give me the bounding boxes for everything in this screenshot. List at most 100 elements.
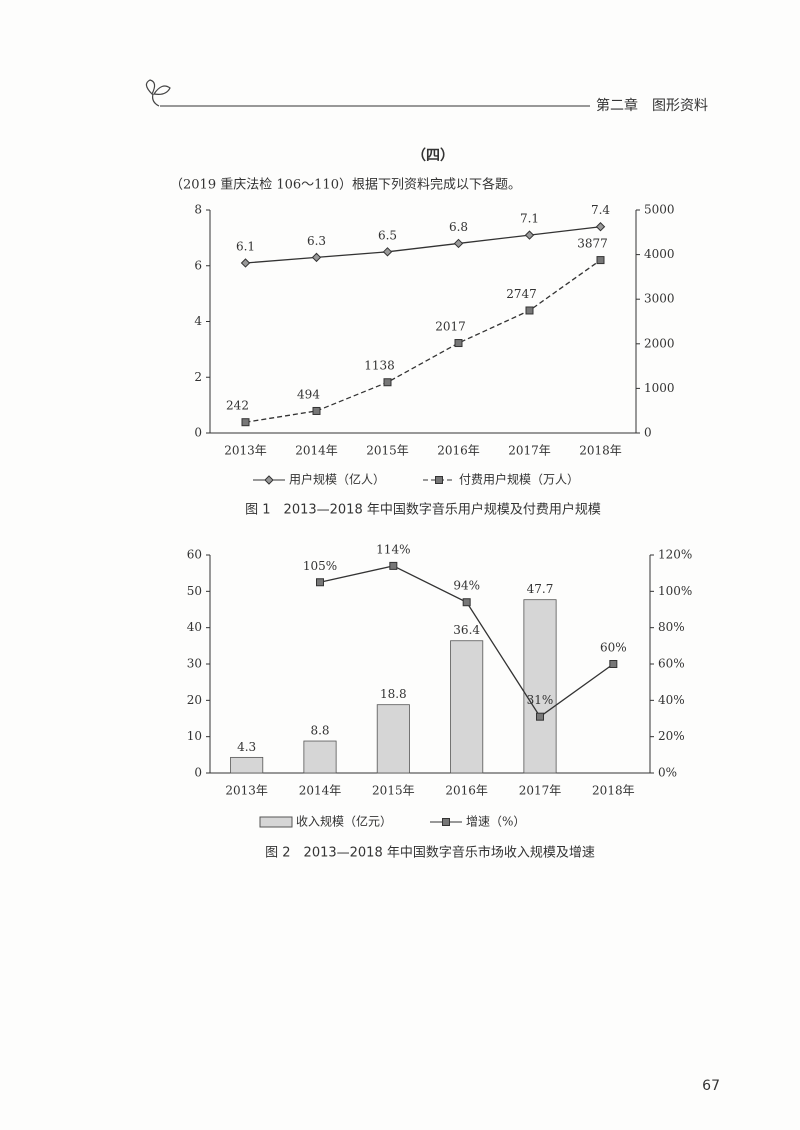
legend-marker [264,475,274,485]
series-line [245,259,601,423]
x-tick-label: 2015年 [366,444,409,458]
y-tick-label: 0 [194,766,202,780]
marker [382,247,393,257]
legend-label: 用户规模（亿人） [289,472,385,487]
marker [536,712,544,721]
marker [454,339,463,348]
x-tick-label: 2016年 [437,444,480,458]
y-tick-label: 30 [187,657,202,671]
y2-tick-label: 0% [658,766,677,780]
marker [524,230,535,240]
data-label: 6.8 [449,220,468,234]
chart-title: 图 2 2013—2018 年中国数字音乐市场收入规模及增速 [265,845,595,861]
data-label: 2017 [435,320,466,334]
data-label: 31% [527,693,554,707]
marker [525,306,534,315]
x-tick-label: 2018年 [579,444,622,458]
x-tick-label: 2014年 [299,784,342,798]
data-label: 3877 [577,237,608,251]
marker [453,238,464,249]
legend-label: 付费用户规模（万人） [459,472,579,487]
marker [609,660,618,668]
y2-tick-label: 80% [658,620,685,634]
y2-tick-label: 3000 [644,292,675,306]
leaf-icon [145,79,171,107]
y-tick-label: 8 [194,203,202,217]
bar [230,756,264,774]
y-tick-label: 10 [187,729,202,743]
y2-tick-label: 20% [658,729,685,743]
y2-tick-label: 2000 [644,336,675,350]
data-label: 242 [226,399,249,413]
data-label: 494 [297,387,320,401]
y2-tick-label: 5000 [644,203,675,217]
y2-tick-label: 60% [658,657,685,671]
y-tick-label: 6 [194,258,202,272]
x-tick-label: 2013年 [225,784,268,798]
chart-title: 图 1 2013—2018 年中国数字音乐用户规模及付费用户规模 [245,502,601,518]
bar [450,640,484,774]
data-label: 6.1 [236,239,255,253]
data-label: 6.3 [307,234,326,248]
data-label: 47.7 [527,582,554,596]
data-label: 7.4 [591,203,610,217]
legend-label: 增速（%） [466,815,525,829]
y-tick-label: 50 [187,584,202,598]
y2-tick-label: 40% [658,693,685,707]
legend-label: 收入规模（亿元） [296,814,392,829]
x-tick-label: 2016年 [445,784,488,798]
legend-marker [435,476,443,484]
data-label: 114% [376,542,410,556]
y2-tick-label: 0 [644,426,652,440]
y-tick-label: 0 [194,426,202,440]
data-label: 2747 [506,287,537,301]
bar [376,704,410,774]
page-number: 67 [702,1078,720,1094]
data-label: 4.3 [237,740,256,754]
marker [383,378,392,387]
marker [389,561,398,570]
marker [311,252,322,263]
y-tick-label: 2 [194,370,202,384]
x-tick-label: 2017年 [508,444,551,458]
bar [523,599,557,774]
x-tick-label: 2013年 [224,444,267,458]
series-line [245,226,601,264]
data-label: 94% [453,579,480,593]
y-tick-label: 40 [187,620,202,634]
section-label: （四） [412,148,454,164]
marker [595,222,606,232]
data-label: 8.8 [310,724,329,738]
y-tick-label: 4 [194,314,202,328]
data-label: 60% [600,641,627,655]
question-text: （2019 重庆法检 106～110）根据下列资料完成以下各题。 [170,177,521,193]
data-label: 105% [303,559,337,573]
x-tick-label: 2018年 [592,784,635,798]
y2-tick-label: 100% [658,584,692,598]
marker [596,256,605,265]
x-tick-label: 2014年 [295,444,338,458]
marker [241,418,250,427]
marker [316,578,324,587]
x-tick-label: 2015年 [372,784,415,798]
marker [312,406,321,415]
legend-marker [442,818,450,826]
data-label: 1138 [364,359,395,373]
data-label: 6.5 [378,228,397,242]
marker [240,258,251,268]
y2-tick-label: 1000 [644,381,675,395]
data-label: 7.1 [520,212,539,226]
legend-swatch [259,816,293,828]
marker [462,598,471,607]
y2-tick-label: 4000 [644,247,675,261]
data-label: 18.8 [380,687,407,701]
y-tick-label: 20 [187,693,202,707]
y-tick-label: 60 [187,548,202,562]
data-label: 36.4 [453,623,480,637]
y2-tick-label: 120% [658,548,692,562]
x-tick-label: 2017年 [519,784,562,798]
chapter-title: 第二章 图形资料 [596,97,708,114]
